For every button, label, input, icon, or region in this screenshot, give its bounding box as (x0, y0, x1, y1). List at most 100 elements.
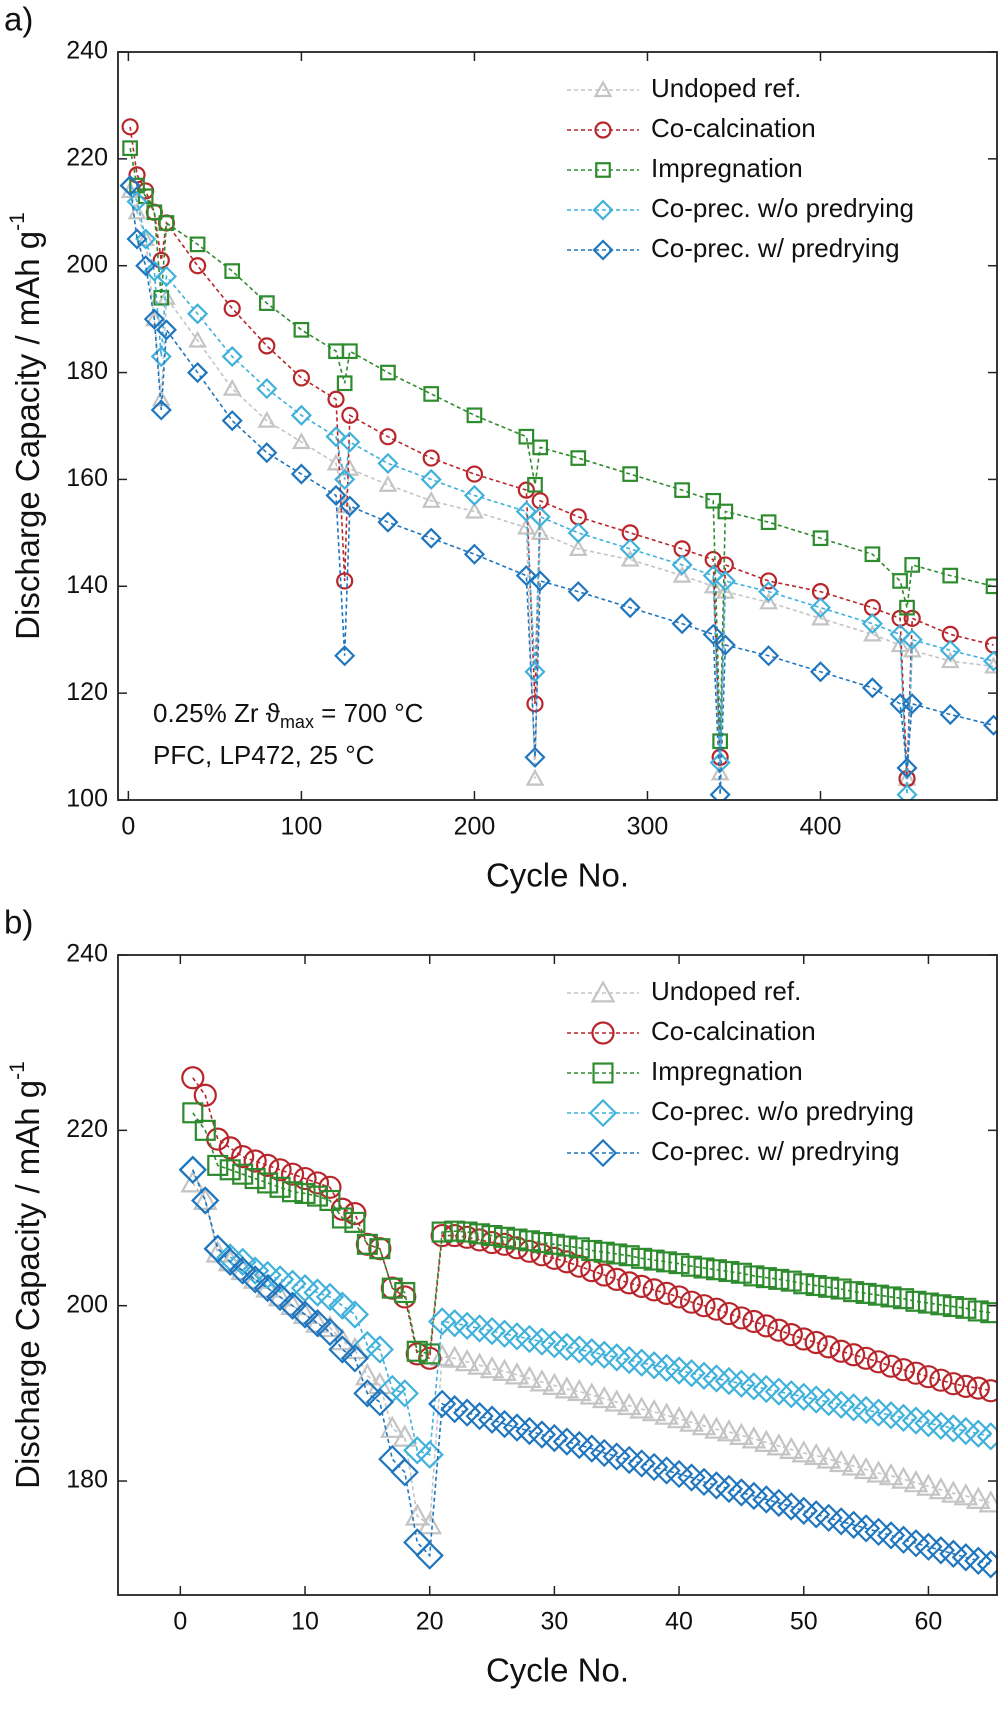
marker (504, 1362, 530, 1385)
marker (718, 1260, 740, 1283)
marker (768, 1268, 790, 1290)
y-axis-title: Discharge Capacity / mAh g-1 (6, 212, 46, 640)
marker (680, 1255, 703, 1277)
marker (135, 255, 157, 277)
marker (256, 378, 278, 400)
marker (917, 1292, 939, 1314)
marker (816, 1446, 842, 1469)
marker (444, 1220, 466, 1242)
marker (618, 1245, 640, 1267)
marker (704, 1297, 729, 1321)
series-line (192, 1169, 991, 1456)
marker (671, 613, 693, 635)
marker (759, 572, 778, 590)
marker (516, 517, 536, 535)
marker (955, 1297, 977, 1319)
marker (916, 1365, 941, 1389)
x-tick-label: 60 (915, 1608, 943, 1636)
series-line (129, 148, 994, 742)
panel-label: a) (4, 1, 33, 38)
y-tick-label: 180 (66, 357, 108, 385)
marker (121, 118, 139, 136)
legend-label: Co-prec. w/ predrying (651, 1136, 900, 1166)
marker (467, 1352, 492, 1375)
marker (420, 468, 442, 490)
marker (631, 1247, 653, 1269)
marker (293, 1166, 317, 1191)
marker (792, 1327, 816, 1351)
marker (940, 651, 960, 669)
marker (712, 733, 728, 750)
marker (529, 506, 551, 528)
marker (976, 1550, 997, 1579)
marker (967, 1300, 989, 1322)
marker (926, 1411, 956, 1440)
marker (753, 1429, 779, 1452)
marker (243, 1149, 267, 1173)
marker (218, 1136, 242, 1160)
marker (315, 1317, 345, 1347)
marker (818, 1276, 840, 1298)
marker (841, 1453, 866, 1476)
marker (253, 1273, 282, 1303)
marker (674, 482, 690, 498)
marker (778, 1436, 804, 1459)
marker (878, 1463, 904, 1486)
marker (579, 1382, 605, 1405)
marker (191, 1186, 220, 1215)
marker (290, 463, 312, 485)
marker (454, 1349, 480, 1372)
annotation-sub: max (280, 712, 314, 732)
x-tick-label: 50 (790, 1608, 818, 1636)
x-tick-label: 30 (540, 1608, 568, 1636)
y-tick-label: 200 (66, 1290, 108, 1318)
marker (228, 1256, 257, 1285)
marker (532, 439, 549, 456)
marker (592, 1263, 616, 1287)
marker (928, 1477, 954, 1500)
marker (126, 191, 148, 213)
marker (419, 1343, 441, 1365)
marker (667, 1285, 691, 1309)
marker (966, 1376, 990, 1400)
marker (334, 645, 356, 667)
marker (593, 1241, 615, 1263)
plot-frame (117, 51, 998, 801)
marker (664, 1356, 694, 1385)
marker (864, 546, 881, 563)
marker (415, 1541, 444, 1570)
marker (187, 303, 209, 325)
legend-marker (590, 980, 616, 1003)
legend-label: Co-prec. w/ predrying (651, 233, 900, 263)
marker (187, 362, 209, 384)
marker (641, 1399, 667, 1422)
marker (828, 1449, 854, 1473)
marker (727, 1478, 756, 1507)
marker (180, 1170, 206, 1193)
marker (515, 565, 537, 587)
marker (716, 1419, 742, 1442)
marker (542, 1372, 567, 1395)
marker (729, 1306, 754, 1330)
marker (627, 1449, 656, 1478)
marker (617, 1271, 641, 1295)
marker (290, 1300, 320, 1329)
marker (805, 1274, 827, 1297)
y-axis-title: Discharge Capacity / mAh g-1 (6, 1061, 46, 1489)
marker (615, 1345, 644, 1375)
marker (730, 1262, 752, 1284)
marker (876, 1401, 906, 1430)
marker (914, 1409, 943, 1438)
marker (524, 746, 546, 768)
marker (752, 1374, 781, 1404)
marker (567, 522, 589, 544)
marker (404, 1503, 430, 1526)
marker (843, 1281, 865, 1303)
marker (527, 476, 543, 493)
marker (739, 1372, 769, 1401)
marker (777, 1380, 806, 1409)
marker (679, 1409, 704, 1432)
marker (627, 1348, 656, 1377)
marker (642, 1278, 666, 1302)
marker (268, 1158, 292, 1182)
